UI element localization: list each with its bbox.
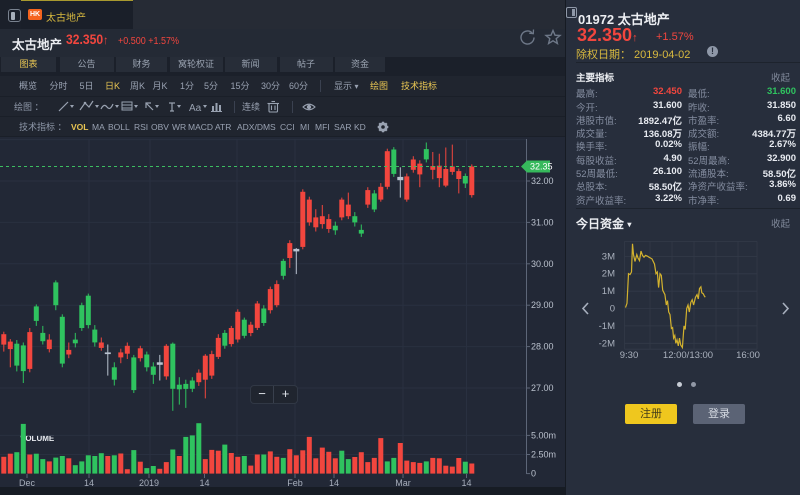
svg-text:30.00: 30.00: [531, 259, 554, 269]
svg-text:14: 14: [329, 478, 339, 488]
svg-text:Mar: Mar: [395, 478, 411, 488]
svg-text:2019: 2019: [139, 478, 159, 488]
svg-text:0: 0: [610, 304, 615, 315]
svg-text:28.00: 28.00: [531, 342, 554, 352]
svg-text:0: 0: [531, 469, 536, 479]
svg-text:9:30: 9:30: [620, 350, 639, 361]
svg-text:32.00: 32.00: [531, 176, 554, 186]
svg-text:Feb: Feb: [287, 478, 303, 488]
svg-text:-1M: -1M: [599, 321, 615, 332]
svg-text:12:00/13:00: 12:00/13:00: [663, 350, 713, 361]
svg-text:Dec: Dec: [19, 478, 36, 488]
svg-text:14: 14: [84, 478, 94, 488]
svg-text:32.35: 32.35: [530, 162, 553, 172]
svg-text:31.00: 31.00: [531, 217, 554, 227]
svg-text:29.00: 29.00: [531, 300, 554, 310]
svg-text:2M: 2M: [602, 269, 615, 280]
svg-text:-2M: -2M: [599, 338, 615, 349]
svg-text:14: 14: [199, 478, 209, 488]
svg-text:1M: 1M: [602, 286, 615, 297]
svg-text:14: 14: [461, 478, 471, 488]
svg-text:3M: 3M: [602, 251, 615, 262]
svg-text:2.50m: 2.50m: [531, 450, 556, 460]
svg-text:5.00m: 5.00m: [531, 430, 556, 440]
svg-text:16:00: 16:00: [736, 350, 760, 361]
svg-text:27.00: 27.00: [531, 383, 554, 393]
svg-text:Aa: Aa: [189, 103, 202, 114]
